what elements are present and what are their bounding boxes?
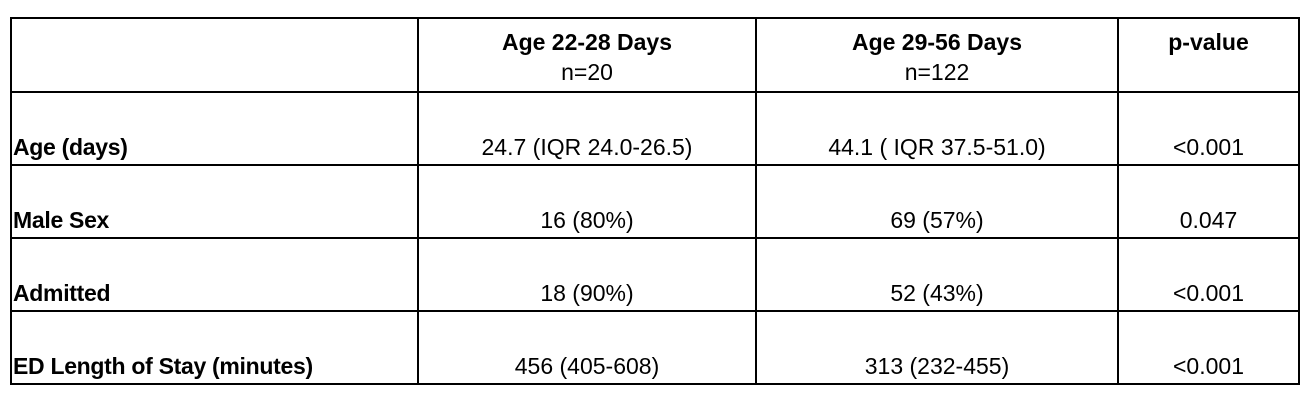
header-subtitle: n=20 xyxy=(561,59,613,85)
data-cell: 18 (90%) xyxy=(417,237,757,312)
row-label: Admitted xyxy=(10,237,419,312)
table-row: Male Sex 16 (80%) 69 (57%) 0.047 xyxy=(10,164,1300,239)
header-cell: Age 22-28 Days n=20 xyxy=(417,17,757,93)
data-cell: <0.001 xyxy=(1117,237,1300,312)
table-row: Age (days) 24.7 (IQR 24.0-26.5) 44.1 ( IQR… xyxy=(10,91,1300,166)
header-subtitle: n=122 xyxy=(904,59,970,85)
data-cell: 44.1 ( IQR 37.5-51.0) xyxy=(755,91,1119,166)
header-cell: Age 29-56 Days n=122 xyxy=(755,17,1119,93)
header-title: p-value xyxy=(1168,29,1249,55)
data-cell: <0.001 xyxy=(1117,310,1300,385)
row-label: Age (days) xyxy=(10,91,419,166)
data-cell: 24.7 (IQR 24.0-26.5) xyxy=(417,91,757,166)
data-cell: 0.047 xyxy=(1117,164,1300,239)
data-cell: 313 (232-455) xyxy=(755,310,1119,385)
table-body: Age (days) 24.7 (IQR 24.0-26.5) 44.1 ( IQR… xyxy=(10,91,1300,385)
corner-cell xyxy=(10,17,419,93)
table-row: Admitted 18 (90%) 52 (43%) <0.001 xyxy=(10,237,1300,312)
table-row: ED Length of Stay (minutes) 456 (405-608)… xyxy=(10,310,1300,385)
header-title: Age 29-56 Days xyxy=(851,29,1023,55)
header-cell: p-value xyxy=(1117,17,1300,93)
data-cell: <0.001 xyxy=(1117,91,1300,166)
header-row: Age 22-28 Days n=20 Age 29-56 Days n=122 p-v… xyxy=(10,17,1300,93)
data-cell: 52 (43%) xyxy=(755,237,1119,312)
data-cell: 69 (57%) xyxy=(755,164,1119,239)
data-cell: 456 (405-608) xyxy=(417,310,757,385)
data-table: Age 22-28 Days n=20 Age 29-56 Days n=122 p-v… xyxy=(10,17,1300,385)
data-cell: 16 (80%) xyxy=(417,164,757,239)
table-header: Age 22-28 Days n=20 Age 29-56 Days n=122 p-v… xyxy=(10,17,1300,93)
row-label: ED Length of Stay (minutes) xyxy=(10,310,419,385)
header-title: Age 22-28 Days xyxy=(501,29,673,55)
row-label: Male Sex xyxy=(10,164,419,239)
